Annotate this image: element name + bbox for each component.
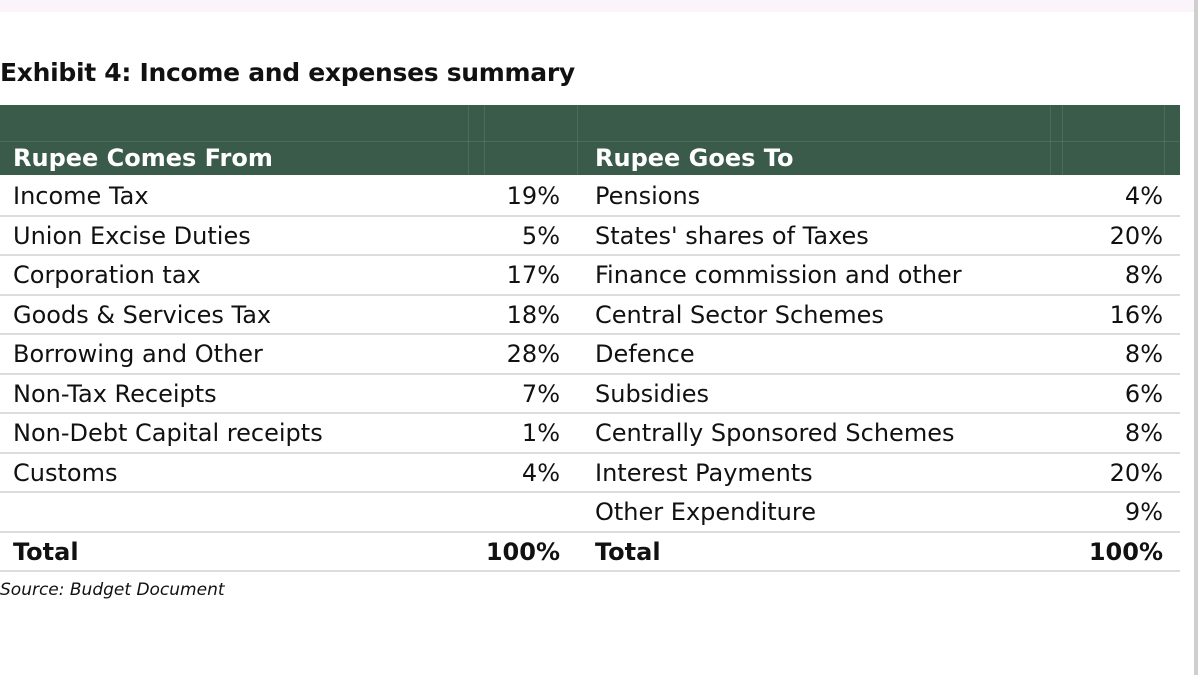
right-edge [1194,0,1198,675]
top-strip [0,0,1198,12]
header-gridline [1164,105,1165,175]
header-gridline [0,141,1180,142]
exhibit-title: Exhibit 4: Income and expenses summary [0,58,575,87]
header-gridline [484,105,485,175]
expense-pct: 8% [1124,419,1163,447]
income-source-label: Customs [13,458,118,487]
table-row: Customs 4% Interest Payments 20% [0,454,1180,493]
table-row: Non-Tax Receipts 7% Subsidies 6% [0,375,1180,414]
header-goes-to: Rupee Goes To [595,144,794,172]
income-source-pct: 28% [506,340,560,368]
expense-pct: 8% [1124,261,1163,289]
header-gridline [1050,105,1051,175]
header-gridline [468,105,469,175]
table-row: Income Tax 19% Pensions 4% [0,177,1180,217]
income-source-pct: 18% [506,300,560,329]
income-source-label: Borrowing and Other [13,340,263,368]
table-row: Goods & Services Tax 18% Central Sector … [0,296,1180,335]
income-total-pct: 100% [485,537,560,566]
header-comes-from: Rupee Comes From [13,144,273,172]
expense-label: Interest Payments [595,458,813,487]
header-gridline [577,105,578,175]
expense-label: Pensions [595,182,701,210]
table-row: Corporation tax 17% Finance commission a… [0,256,1180,296]
income-source-label: Non-Tax Receipts [13,379,217,408]
total-row: Total 100% Total 100% [0,533,1180,572]
expense-pct: 16% [1109,300,1163,329]
expense-pct: 8% [1124,340,1163,368]
income-source-label: Non-Debt Capital receipts [13,419,323,447]
income-source-pct: 7% [521,379,560,408]
expense-total-label: Total [595,537,661,566]
expense-label: Defence [595,340,695,368]
income-source-pct: 19% [506,182,560,210]
source-note: Source: Budget Document [0,580,225,600]
table-body: Income Tax 19% Pensions 4% Union Excise … [0,177,1180,572]
income-total-label: Total [13,537,79,566]
income-source-label: Goods & Services Tax [13,300,272,329]
header-gridline [1062,105,1063,175]
income-source-pct: 4% [521,458,560,487]
income-source-pct: 5% [521,221,560,250]
table-header [0,105,1180,175]
income-source-label: Corporation tax [13,261,201,289]
expense-label: Subsidies [595,379,710,408]
expense-pct: 6% [1124,379,1163,408]
expense-label: Other Expenditure [595,498,816,526]
expense-pct: 20% [1109,221,1163,250]
expense-label: Central Sector Schemes [595,300,884,329]
income-source-label: Income Tax [13,182,149,210]
table-row: Non-Debt Capital receipts 1% Centrally S… [0,414,1180,454]
expense-label: Centrally Sponsored Schemes [595,419,955,447]
expense-label: Finance commission and other [595,261,962,289]
expense-pct: 4% [1124,182,1163,210]
expense-pct: 9% [1124,498,1163,526]
expense-total-pct: 100% [1088,537,1163,566]
income-source-pct: 17% [506,261,560,289]
income-source-pct: 1% [521,419,560,447]
expense-pct: 20% [1109,458,1163,487]
table-row: Union Excise Duties 5% States' shares of… [0,217,1180,256]
table-row: Other Expenditure 9% [0,493,1180,533]
expense-label: States' shares of Taxes [595,221,869,250]
table-row: Borrowing and Other 28% Defence 8% [0,335,1180,375]
income-source-label: Union Excise Duties [13,221,251,250]
